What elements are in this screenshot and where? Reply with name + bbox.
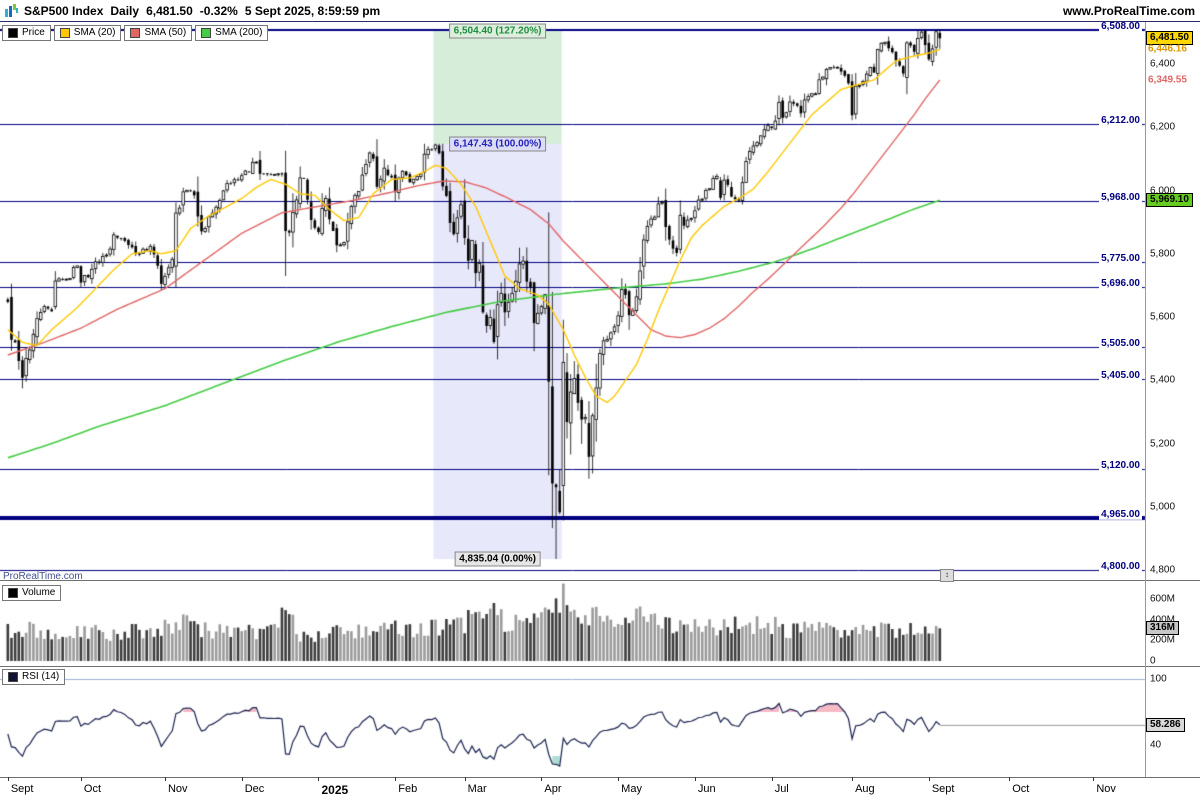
sma20-color-swatch bbox=[59, 28, 70, 38]
price-axis-border bbox=[1145, 22, 1146, 777]
legend-price-chip[interactable]: Price bbox=[2, 25, 51, 41]
legend-sma20-chip[interactable]: SMA (20) bbox=[53, 25, 122, 41]
panel-separator[interactable] bbox=[0, 777, 1200, 778]
legend-price-label: Price bbox=[22, 27, 45, 38]
x-axis-strip bbox=[0, 778, 1200, 800]
prorealtime-watermark: ProRealTime.com bbox=[3, 571, 83, 582]
legend-sma50-label: SMA (50) bbox=[144, 27, 187, 38]
timeframe-label: Daily bbox=[110, 3, 140, 18]
change-percent-text: -0.32% bbox=[199, 3, 238, 18]
volume-color-swatch bbox=[8, 588, 18, 598]
volume-legend: Volume bbox=[2, 585, 62, 601]
panel-separator[interactable] bbox=[0, 666, 1200, 667]
legend-volume-label: Volume bbox=[22, 587, 56, 598]
instrument-name: S&P500 Index bbox=[24, 3, 104, 18]
legend-volume-chip[interactable]: Volume bbox=[2, 585, 62, 601]
site-url[interactable]: www.ProRealTime.com bbox=[1062, 3, 1195, 18]
rsi-color-swatch bbox=[8, 672, 18, 682]
rsi-legend: RSI (14) bbox=[2, 669, 66, 685]
datetime-text: 5 Sept 2025, 8:59:59 pm bbox=[244, 3, 381, 18]
legend-sma200-label: SMA (200) bbox=[215, 27, 263, 38]
legend-sma20-label: SMA (20) bbox=[73, 27, 116, 38]
legend-rsi-label: RSI (14) bbox=[22, 671, 60, 682]
indicator-legend: Price SMA (20) SMA (50) SMA (200) bbox=[2, 25, 269, 41]
last-price-text: 6,481.50 bbox=[146, 3, 193, 18]
panel-separator[interactable] bbox=[0, 580, 1200, 581]
chart-title: S&P500 Index Daily 6,481.50 -0.32% 5 Sep… bbox=[5, 4, 382, 18]
fib-anchor-icon[interactable]: ↕ bbox=[940, 569, 954, 582]
price-color-swatch bbox=[8, 28, 18, 38]
sma200-color-swatch bbox=[201, 28, 212, 38]
legend-sma50-chip[interactable]: SMA (50) bbox=[124, 25, 193, 41]
legend-rsi-chip[interactable]: RSI (14) bbox=[2, 669, 66, 685]
legend-sma200-chip[interactable]: SMA (200) bbox=[195, 25, 269, 41]
sma50-color-swatch bbox=[130, 28, 141, 38]
chart-header: S&P500 Index Daily 6,481.50 -0.32% 5 Sep… bbox=[0, 0, 1200, 22]
prorealtime-logo-icon bbox=[5, 4, 18, 17]
